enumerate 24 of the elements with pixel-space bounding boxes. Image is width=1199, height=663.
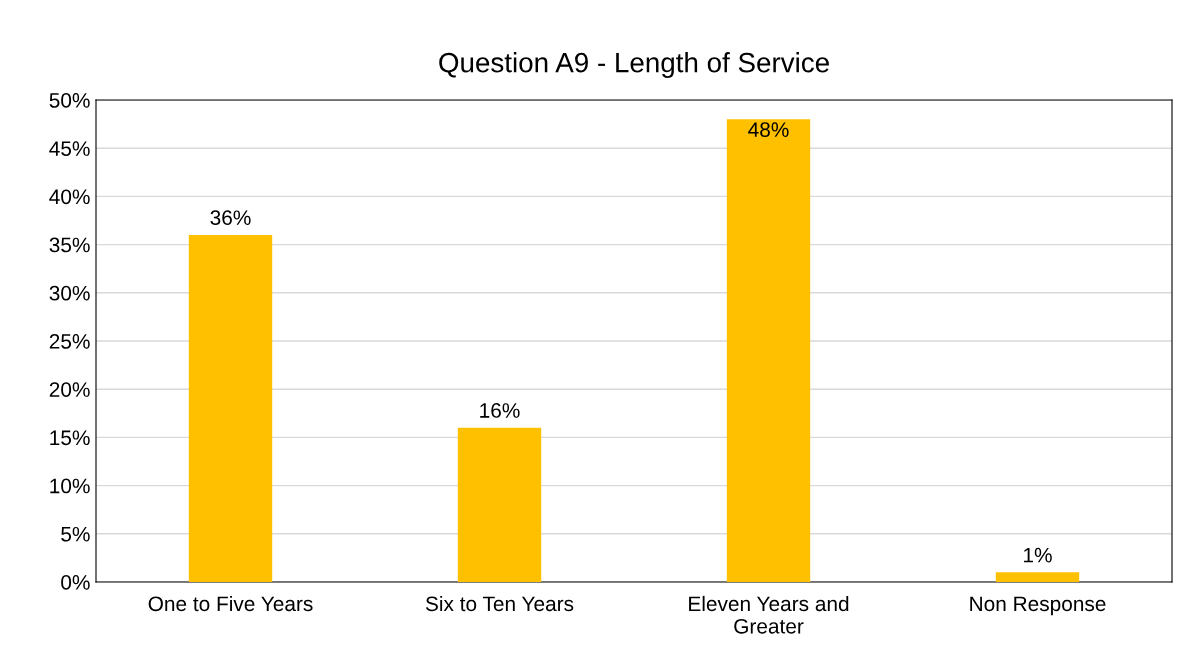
y-tick-label: 50%: [49, 93, 90, 108]
y-tick-label: 5%: [61, 526, 90, 542]
y-tick-label: 30%: [49, 285, 90, 301]
x-tick-label: Non Response: [970, 596, 1106, 616]
data-label: 1%: [1024, 547, 1052, 563]
y-tick-label: 20%: [49, 382, 90, 397]
data-label: 36%: [210, 210, 251, 226]
bar: [726, 119, 811, 582]
y-tick-label: 0%: [61, 575, 90, 590]
y-tick-label: 25%: [49, 334, 90, 349]
y-tick-label: 35%: [49, 237, 90, 253]
bar: [457, 427, 542, 582]
y-tick-label: 15%: [50, 430, 90, 446]
bar: [995, 572, 1080, 582]
y-tick-label: 10%: [50, 478, 90, 494]
bar: [188, 234, 273, 582]
x-tick-label: Six to Ten Years: [425, 595, 574, 612]
y-tick-label: 40%: [49, 189, 90, 205]
data-label: 48%: [748, 122, 789, 137]
y-tick-label: 45%: [49, 141, 90, 156]
x-tick-label: Eleven Years and Greater: [689, 595, 849, 634]
data-label: 16%: [480, 403, 520, 418]
chart-title: Question A9 - Length of Service: [439, 52, 829, 78]
x-tick-label: One to Five Years: [148, 595, 313, 612]
